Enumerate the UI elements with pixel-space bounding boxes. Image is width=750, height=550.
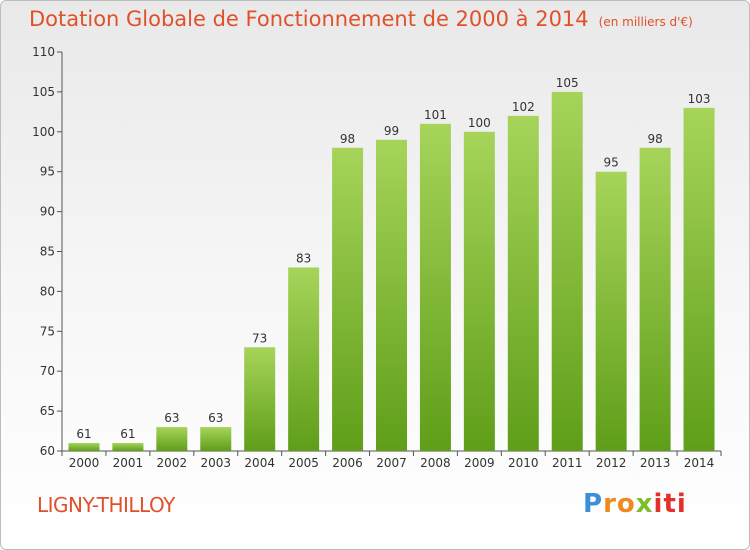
y-tick-label: 60 <box>40 444 55 458</box>
bar-2009 <box>463 131 495 452</box>
bar-value-label: 61 <box>76 427 91 441</box>
bar-2011 <box>551 91 583 452</box>
bar-2000 <box>68 443 100 451</box>
y-tick-label: 100 <box>32 125 55 139</box>
x-tick-label: 2011 <box>552 456 583 470</box>
chart-title-text: Dotation Globale de Fonctionnement de 20… <box>29 7 589 31</box>
axes: 60 65 70 75 80 85 90 95 100 105 110 2000 2001 2002 200… <box>32 45 722 470</box>
x-tick-label: 2002 <box>157 456 188 470</box>
bar-value-label: 95 <box>604 156 619 170</box>
bar-value-label: 103 <box>688 92 711 106</box>
chart-title: Dotation Globale de Fonctionnement de 20… <box>29 7 693 31</box>
bar-value-label: 73 <box>252 331 267 345</box>
y-tick-label: 85 <box>40 245 55 259</box>
bar-value-label: 61 <box>120 427 135 441</box>
bar-2003 <box>200 427 232 451</box>
bar-2010 <box>507 115 539 451</box>
bar-value-label: 98 <box>340 132 355 146</box>
bar-2005 <box>288 267 320 451</box>
bar-2012 <box>595 171 627 451</box>
x-tick-label: 2004 <box>244 456 275 470</box>
x-tick-label: 2000 <box>69 456 100 470</box>
x-tick-label: 2014 <box>684 456 715 470</box>
bars: 61 61 63 63 73 83 98 99 101 100 102 105 95 98 103 <box>68 76 715 452</box>
y-tick-label: 75 <box>40 324 55 338</box>
bar-value-label: 63 <box>164 411 179 425</box>
x-tick-label: 2008 <box>420 456 451 470</box>
y-tick-label: 105 <box>32 85 55 99</box>
x-tick-label: 2006 <box>332 456 363 470</box>
x-tick-label: 2010 <box>508 456 539 470</box>
bar-value-label: 102 <box>512 100 535 114</box>
bar-2004 <box>244 347 276 451</box>
bar-value-label: 83 <box>296 251 311 265</box>
x-tick-label: 2001 <box>113 456 144 470</box>
chart-unit: (en milliers d'€) <box>598 15 693 29</box>
bar-value-label: 101 <box>424 108 447 122</box>
x-tick-label: 2005 <box>288 456 319 470</box>
x-tick-label: 2007 <box>376 456 407 470</box>
bar-value-label: 63 <box>208 411 223 425</box>
y-tick-label: 110 <box>32 45 55 59</box>
commune-name: LIGNY-THILLOY <box>37 493 175 517</box>
bar-2006 <box>332 147 364 451</box>
bar-2002 <box>156 427 188 451</box>
x-tick-label: 2012 <box>596 456 627 470</box>
y-tick-label: 70 <box>40 364 55 378</box>
y-tick-label: 65 <box>40 404 55 418</box>
y-tick-label: 90 <box>40 205 55 219</box>
x-tick-label: 2003 <box>200 456 231 470</box>
y-tick-label: 95 <box>40 165 55 179</box>
bar-2007 <box>376 139 407 451</box>
bar-2008 <box>419 123 451 451</box>
bar-2001 <box>112 443 144 451</box>
bar-value-label: 99 <box>384 124 399 138</box>
bar-value-label: 98 <box>647 132 662 146</box>
bar-2013 <box>639 147 671 451</box>
bar-value-label: 105 <box>556 76 579 90</box>
proxiti-logo[interactable]: Proxiti <box>583 489 687 519</box>
bar-2014 <box>683 107 715 452</box>
y-tick-label: 80 <box>40 284 55 298</box>
x-tick-label: 2013 <box>640 456 671 470</box>
x-tick-label: 2009 <box>464 456 495 470</box>
bar-value-label: 100 <box>468 116 491 130</box>
